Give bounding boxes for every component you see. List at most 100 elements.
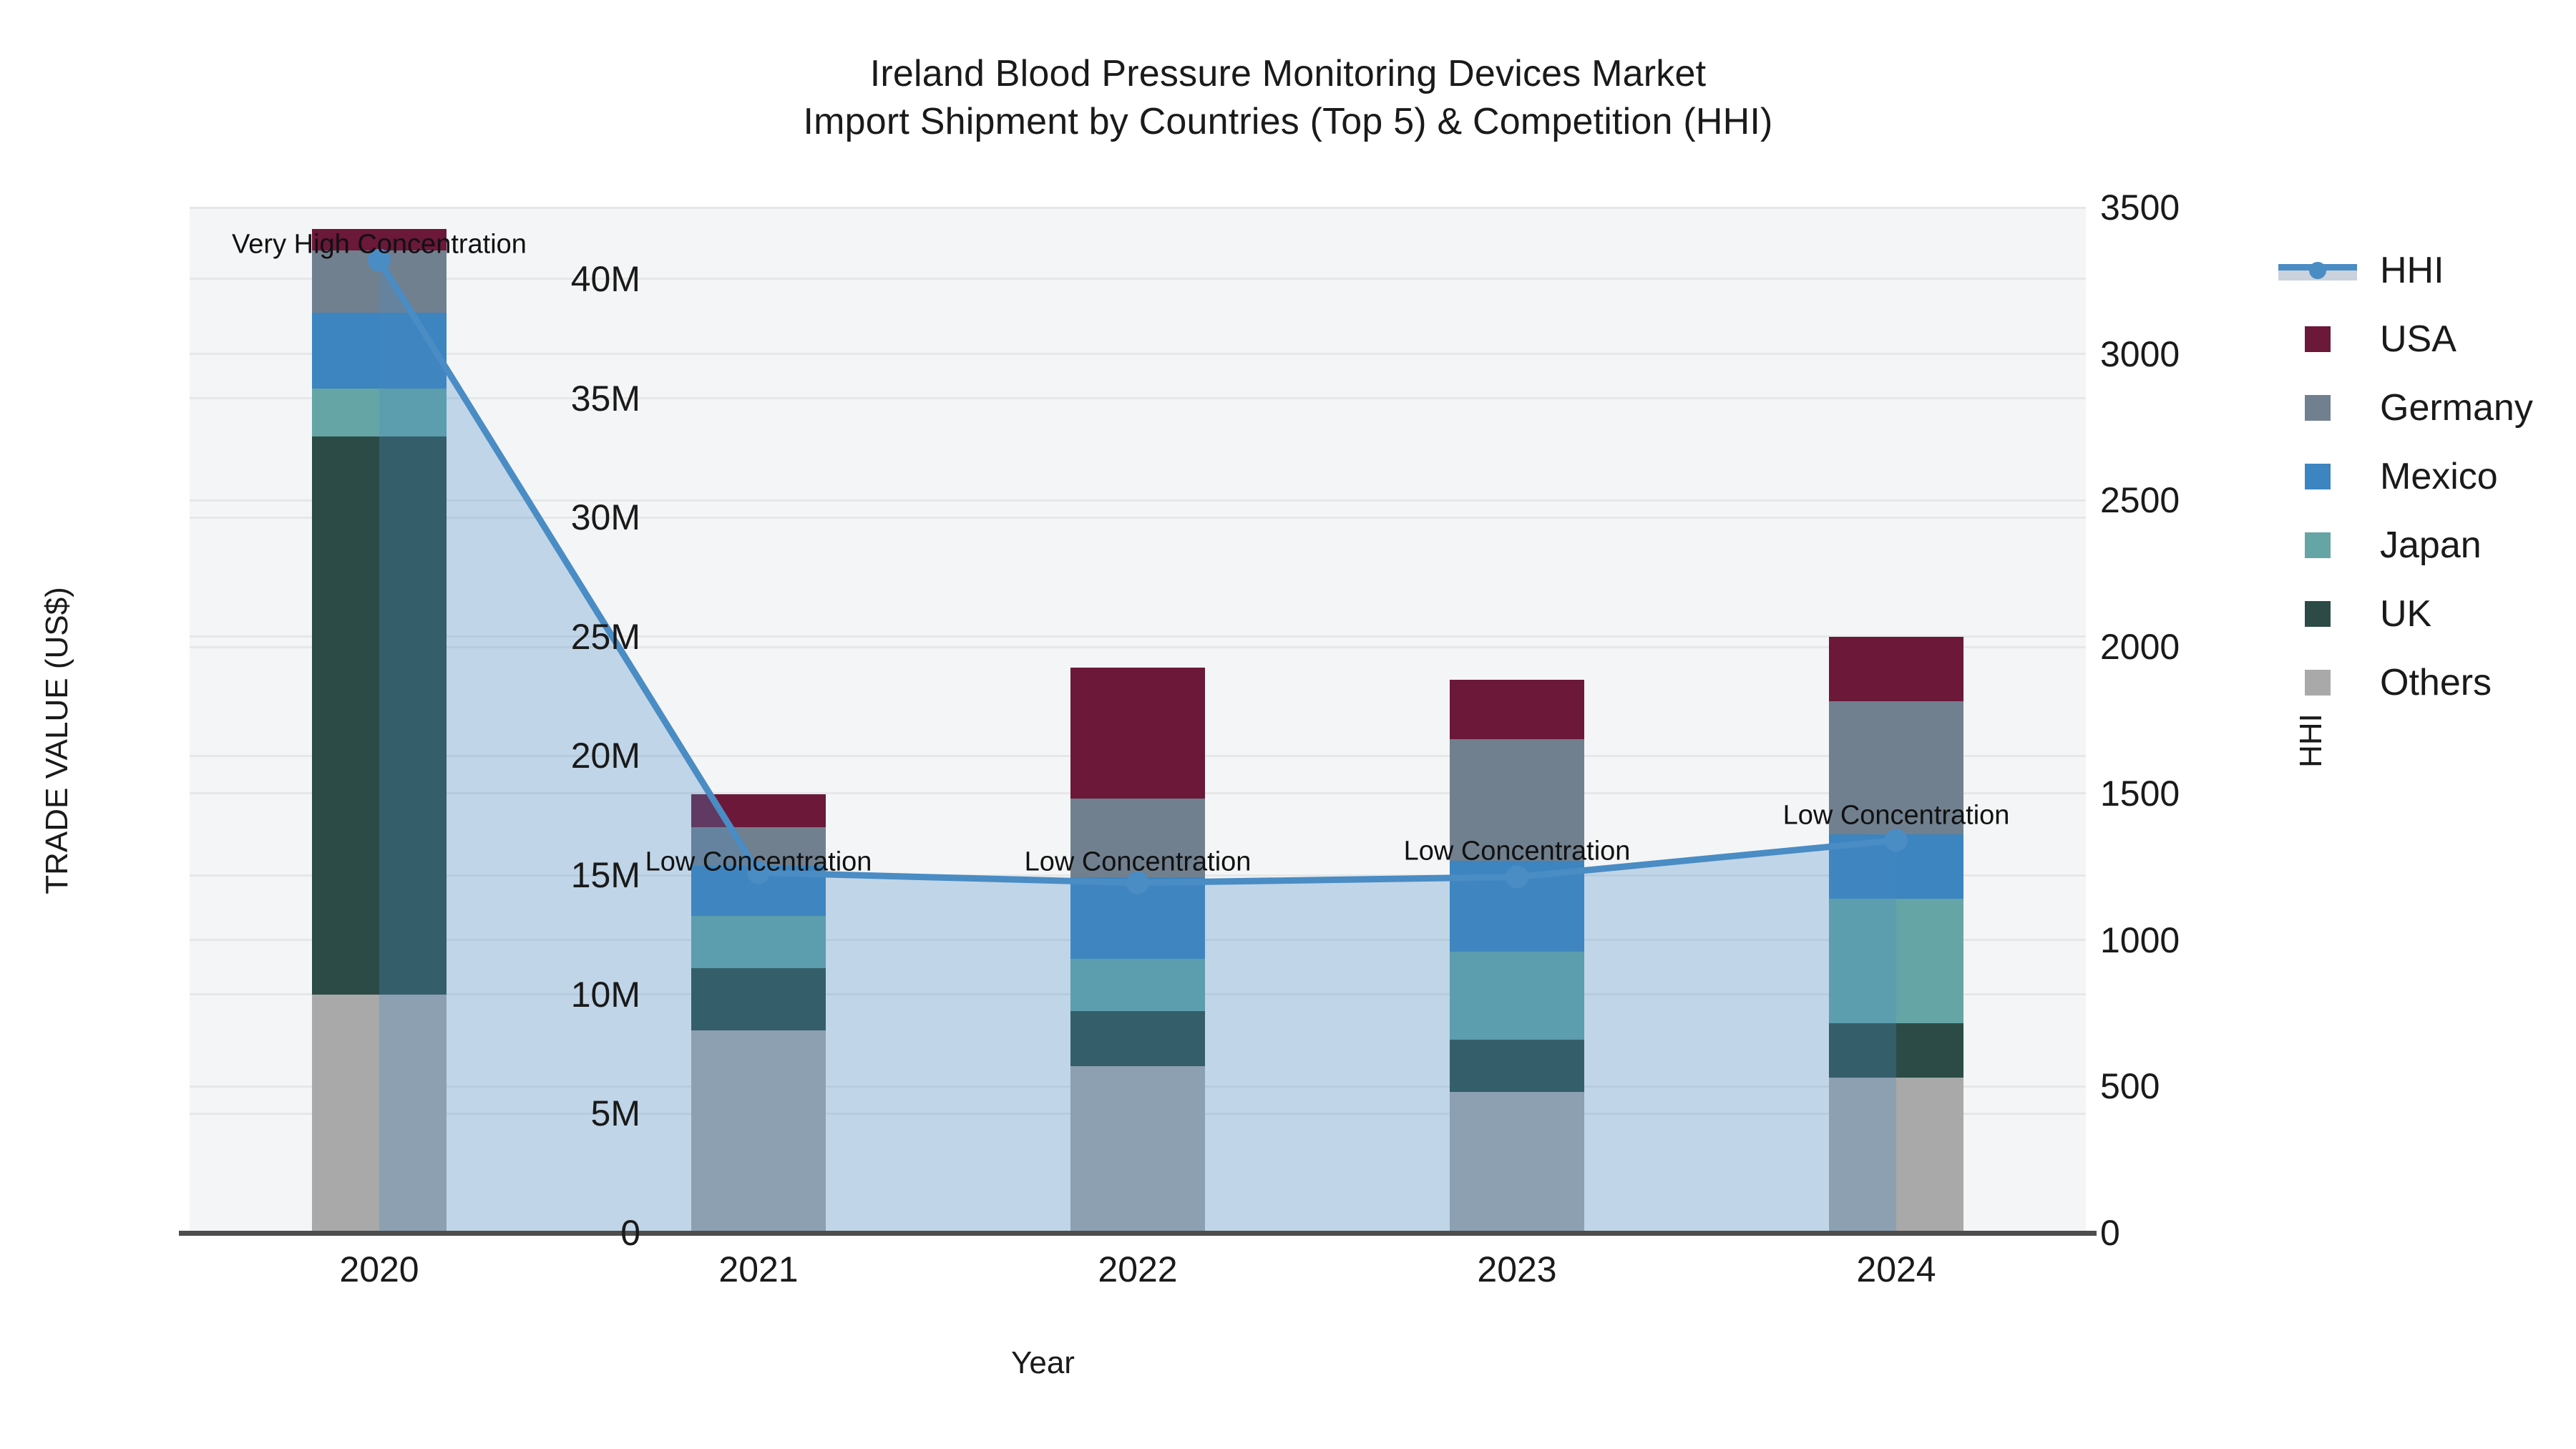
gridline	[190, 516, 2086, 519]
legend-swatch-icon	[2275, 594, 2360, 634]
bar-segment-germany[interactable]	[1450, 739, 1584, 862]
gridline	[190, 635, 2086, 638]
bar-segment-others[interactable]	[1829, 1078, 1963, 1233]
y-tick-left: 25M	[570, 616, 640, 657]
x-tick-2021: 2021	[718, 1249, 799, 1289]
bar-segment-others[interactable]	[1070, 1065, 1205, 1233]
gridline	[190, 397, 2086, 400]
y-tick-right: 500	[2100, 1066, 2160, 1107]
bar-segment-japan[interactable]	[691, 915, 826, 969]
bar-segment-germany[interactable]	[691, 827, 826, 866]
bar-segment-uk[interactable]	[691, 968, 826, 1030]
gridline-secondary	[190, 499, 2086, 502]
bar-segment-mexico[interactable]	[312, 312, 447, 389]
hhi-marker[interactable]	[368, 248, 391, 272]
x-tick-2023: 2023	[1477, 1249, 1557, 1289]
legend-color-swatch-icon	[2305, 532, 2331, 558]
y-tick-left: 0	[620, 1213, 640, 1253]
bar-segment-uk[interactable]	[312, 436, 447, 995]
legend-swatch-icon	[2275, 663, 2360, 703]
legend-item-others[interactable]: Others	[2275, 648, 2533, 717]
bar-segment-usa[interactable]	[1070, 668, 1205, 799]
legend-line-key-icon	[2275, 250, 2360, 291]
gridline-secondary	[190, 645, 2086, 648]
y-tick-right: 3500	[2100, 187, 2180, 228]
legend-color-swatch-icon	[2305, 464, 2331, 489]
bar-stack[interactable]	[312, 229, 447, 1233]
y-tick-left: 30M	[570, 497, 640, 538]
bar-segment-usa[interactable]	[1450, 679, 1584, 740]
legend-label: USA	[2380, 318, 2457, 360]
gridline-secondary	[190, 206, 2086, 209]
bar-segment-usa[interactable]	[312, 229, 447, 250]
annotation-2024: Low Concentration	[1782, 800, 2010, 831]
plot-area	[190, 206, 2086, 1234]
y-axis-left-label: TRADE VALUE (US$)	[39, 587, 74, 894]
y-tick-left: 40M	[570, 258, 640, 299]
gridline-secondary	[190, 353, 2086, 356]
chart-title-line-1: Ireland Blood Pressure Monitoring Device…	[869, 53, 1707, 94]
y-tick-left: 15M	[570, 855, 640, 896]
x-tick-2020: 2020	[339, 1249, 419, 1289]
bar-segment-uk[interactable]	[1450, 1040, 1584, 1093]
x-axis-label: Year	[1011, 1345, 1075, 1380]
hhi-marker[interactable]	[1126, 871, 1149, 894]
y-tick-right: 0	[2100, 1213, 2120, 1253]
hhi-polyline[interactable]	[376, 258, 1897, 887]
bar-segment-others[interactable]	[312, 994, 447, 1233]
hhi-marker[interactable]	[1885, 829, 1908, 852]
legend-item-germany[interactable]: Germany	[2275, 374, 2533, 442]
y-tick-right: 2000	[2100, 627, 2180, 668]
y-tick-left: 35M	[570, 378, 640, 419]
legend-item-uk[interactable]: UK	[2275, 580, 2533, 648]
legend-color-swatch-icon	[2305, 395, 2331, 421]
legend-color-swatch-icon	[2305, 670, 2331, 696]
hhi-area-path	[379, 260, 1896, 1233]
legend-swatch-icon	[2275, 525, 2360, 565]
legend-item-usa[interactable]: USA	[2275, 305, 2533, 374]
annotation-2023: Low Concentration	[1403, 836, 1631, 867]
y-tick-left: 10M	[570, 974, 640, 1015]
y-tick-left: 5M	[590, 1093, 640, 1134]
hhi-marker[interactable]	[747, 861, 770, 884]
annotation-2020: Very High Concentration	[232, 229, 527, 260]
legend-label: UK	[2380, 593, 2432, 635]
bar-segment-germany[interactable]	[1829, 701, 1963, 835]
legend-item-mexico[interactable]: Mexico	[2275, 442, 2533, 511]
bar-segment-usa[interactable]	[1829, 636, 1963, 701]
bar-segment-others[interactable]	[1450, 1092, 1584, 1233]
annotation-2021: Low Concentration	[645, 847, 872, 877]
bar-segment-japan[interactable]	[312, 389, 447, 436]
bar-stack[interactable]	[1829, 636, 1963, 1233]
legend-label: Germany	[2380, 387, 2533, 429]
y-tick-right: 3000	[2100, 333, 2180, 374]
gridline	[190, 278, 2086, 280]
chart-title-line-2: Import Shipment by Countries (Top 5) & C…	[803, 100, 1773, 142]
bar-segment-uk[interactable]	[1070, 1011, 1205, 1066]
legend-item-japan[interactable]: Japan	[2275, 511, 2533, 580]
bar-segment-japan[interactable]	[1450, 951, 1584, 1040]
bar-segment-others[interactable]	[691, 1030, 826, 1233]
bar-segment-uk[interactable]	[1829, 1023, 1963, 1078]
legend-label: Others	[2380, 662, 2492, 703]
x-axis-line	[179, 1231, 2097, 1236]
legend-color-swatch-icon	[2305, 601, 2331, 627]
bar-stack[interactable]	[1450, 679, 1584, 1233]
bar-stack[interactable]	[1070, 668, 1205, 1233]
legend-swatch-icon	[2275, 388, 2360, 428]
hhi-marker[interactable]	[1506, 865, 1528, 889]
hhi-line-series	[368, 248, 1908, 894]
y-tick-right: 1000	[2100, 919, 2180, 960]
legend-label: Mexico	[2380, 456, 2498, 497]
legend-item-hhi[interactable]: HHI	[2275, 236, 2533, 305]
chart-legend: HHI USA Germany Mexico Japan UK Others	[2275, 236, 2533, 717]
legend-swatch-icon	[2275, 457, 2360, 497]
legend-label: HHI	[2380, 250, 2444, 291]
bar-segment-japan[interactable]	[1829, 899, 1963, 1023]
legend-marker-dot-icon	[2309, 262, 2326, 279]
bar-segment-japan[interactable]	[1070, 958, 1205, 1012]
hhi-area-fill	[379, 260, 1896, 1233]
bar-segment-germany[interactable]	[1070, 799, 1205, 878]
legend-swatch-icon	[2275, 319, 2360, 359]
